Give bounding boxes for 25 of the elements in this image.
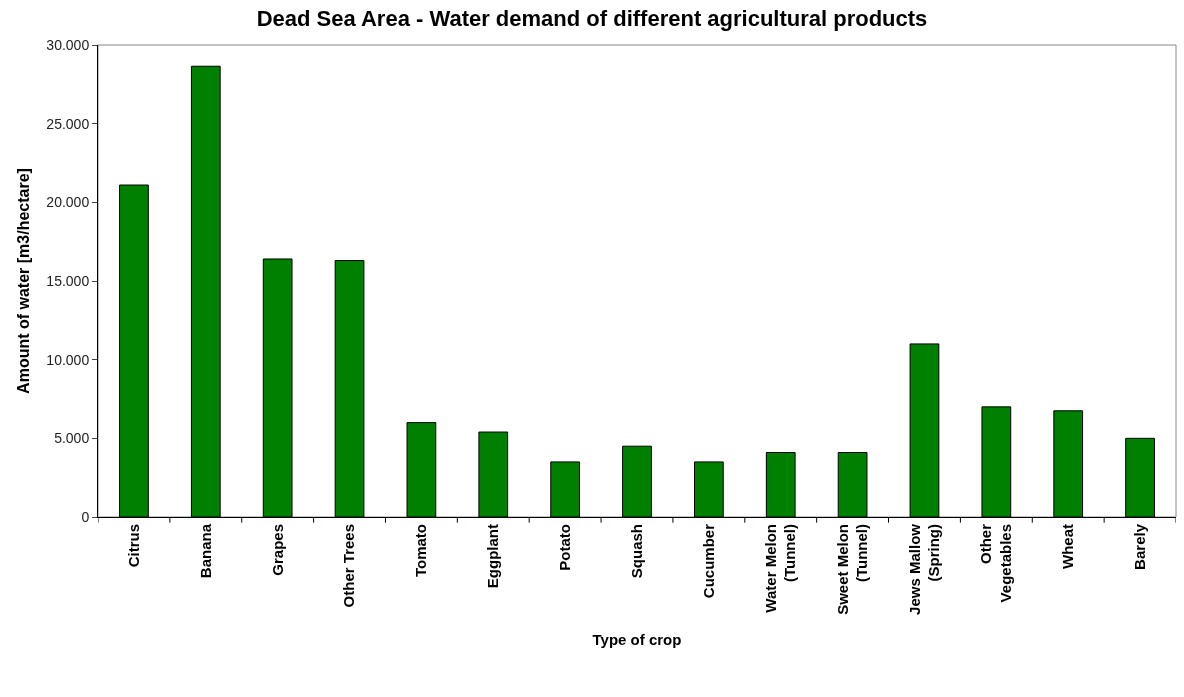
y-tick-label: 30.000 (46, 36, 90, 53)
y-tick-label: 25.000 (46, 115, 90, 132)
x-tick-label: Grapes (268, 524, 286, 576)
x-tick-label: Banana (196, 523, 214, 579)
x-tick-label: Wheat (1059, 524, 1077, 569)
y-tick-label: 15.000 (46, 272, 90, 289)
x-tick-label: Jews Mallow (Spring) (905, 523, 943, 615)
y-tick-label: 10.000 (46, 351, 90, 368)
x-tick-label: Sweet Melon (Tunnel) (833, 524, 871, 615)
y-tick-label: 20.000 (46, 194, 90, 211)
x-tick-label: Barely (1130, 523, 1148, 570)
x-tick-label: Potato (556, 524, 574, 571)
x-tick-label: Citrus (124, 524, 142, 568)
x-tick-label: Tomato (412, 524, 430, 578)
y-axis-title: Amount of water [m3/hectare] (15, 168, 33, 394)
x-tick-label: Squash (627, 524, 645, 579)
y-tick-label: 5.000 (54, 430, 90, 447)
x-tick-label: Eggplant (484, 524, 502, 589)
x-tick-label: Other Trees (340, 524, 358, 608)
x-tick-label: Water Melon (Tunnel) (761, 524, 799, 613)
x-tick-label: Cucumber (699, 523, 717, 599)
x-tick-label: Other Vegetables (977, 523, 1014, 603)
y-tick-label: 0 (81, 508, 90, 525)
chart-title: Dead Sea Area - Water demand of different agricultural products (256, 5, 928, 31)
x-axis-title: Type of crop (592, 630, 682, 648)
